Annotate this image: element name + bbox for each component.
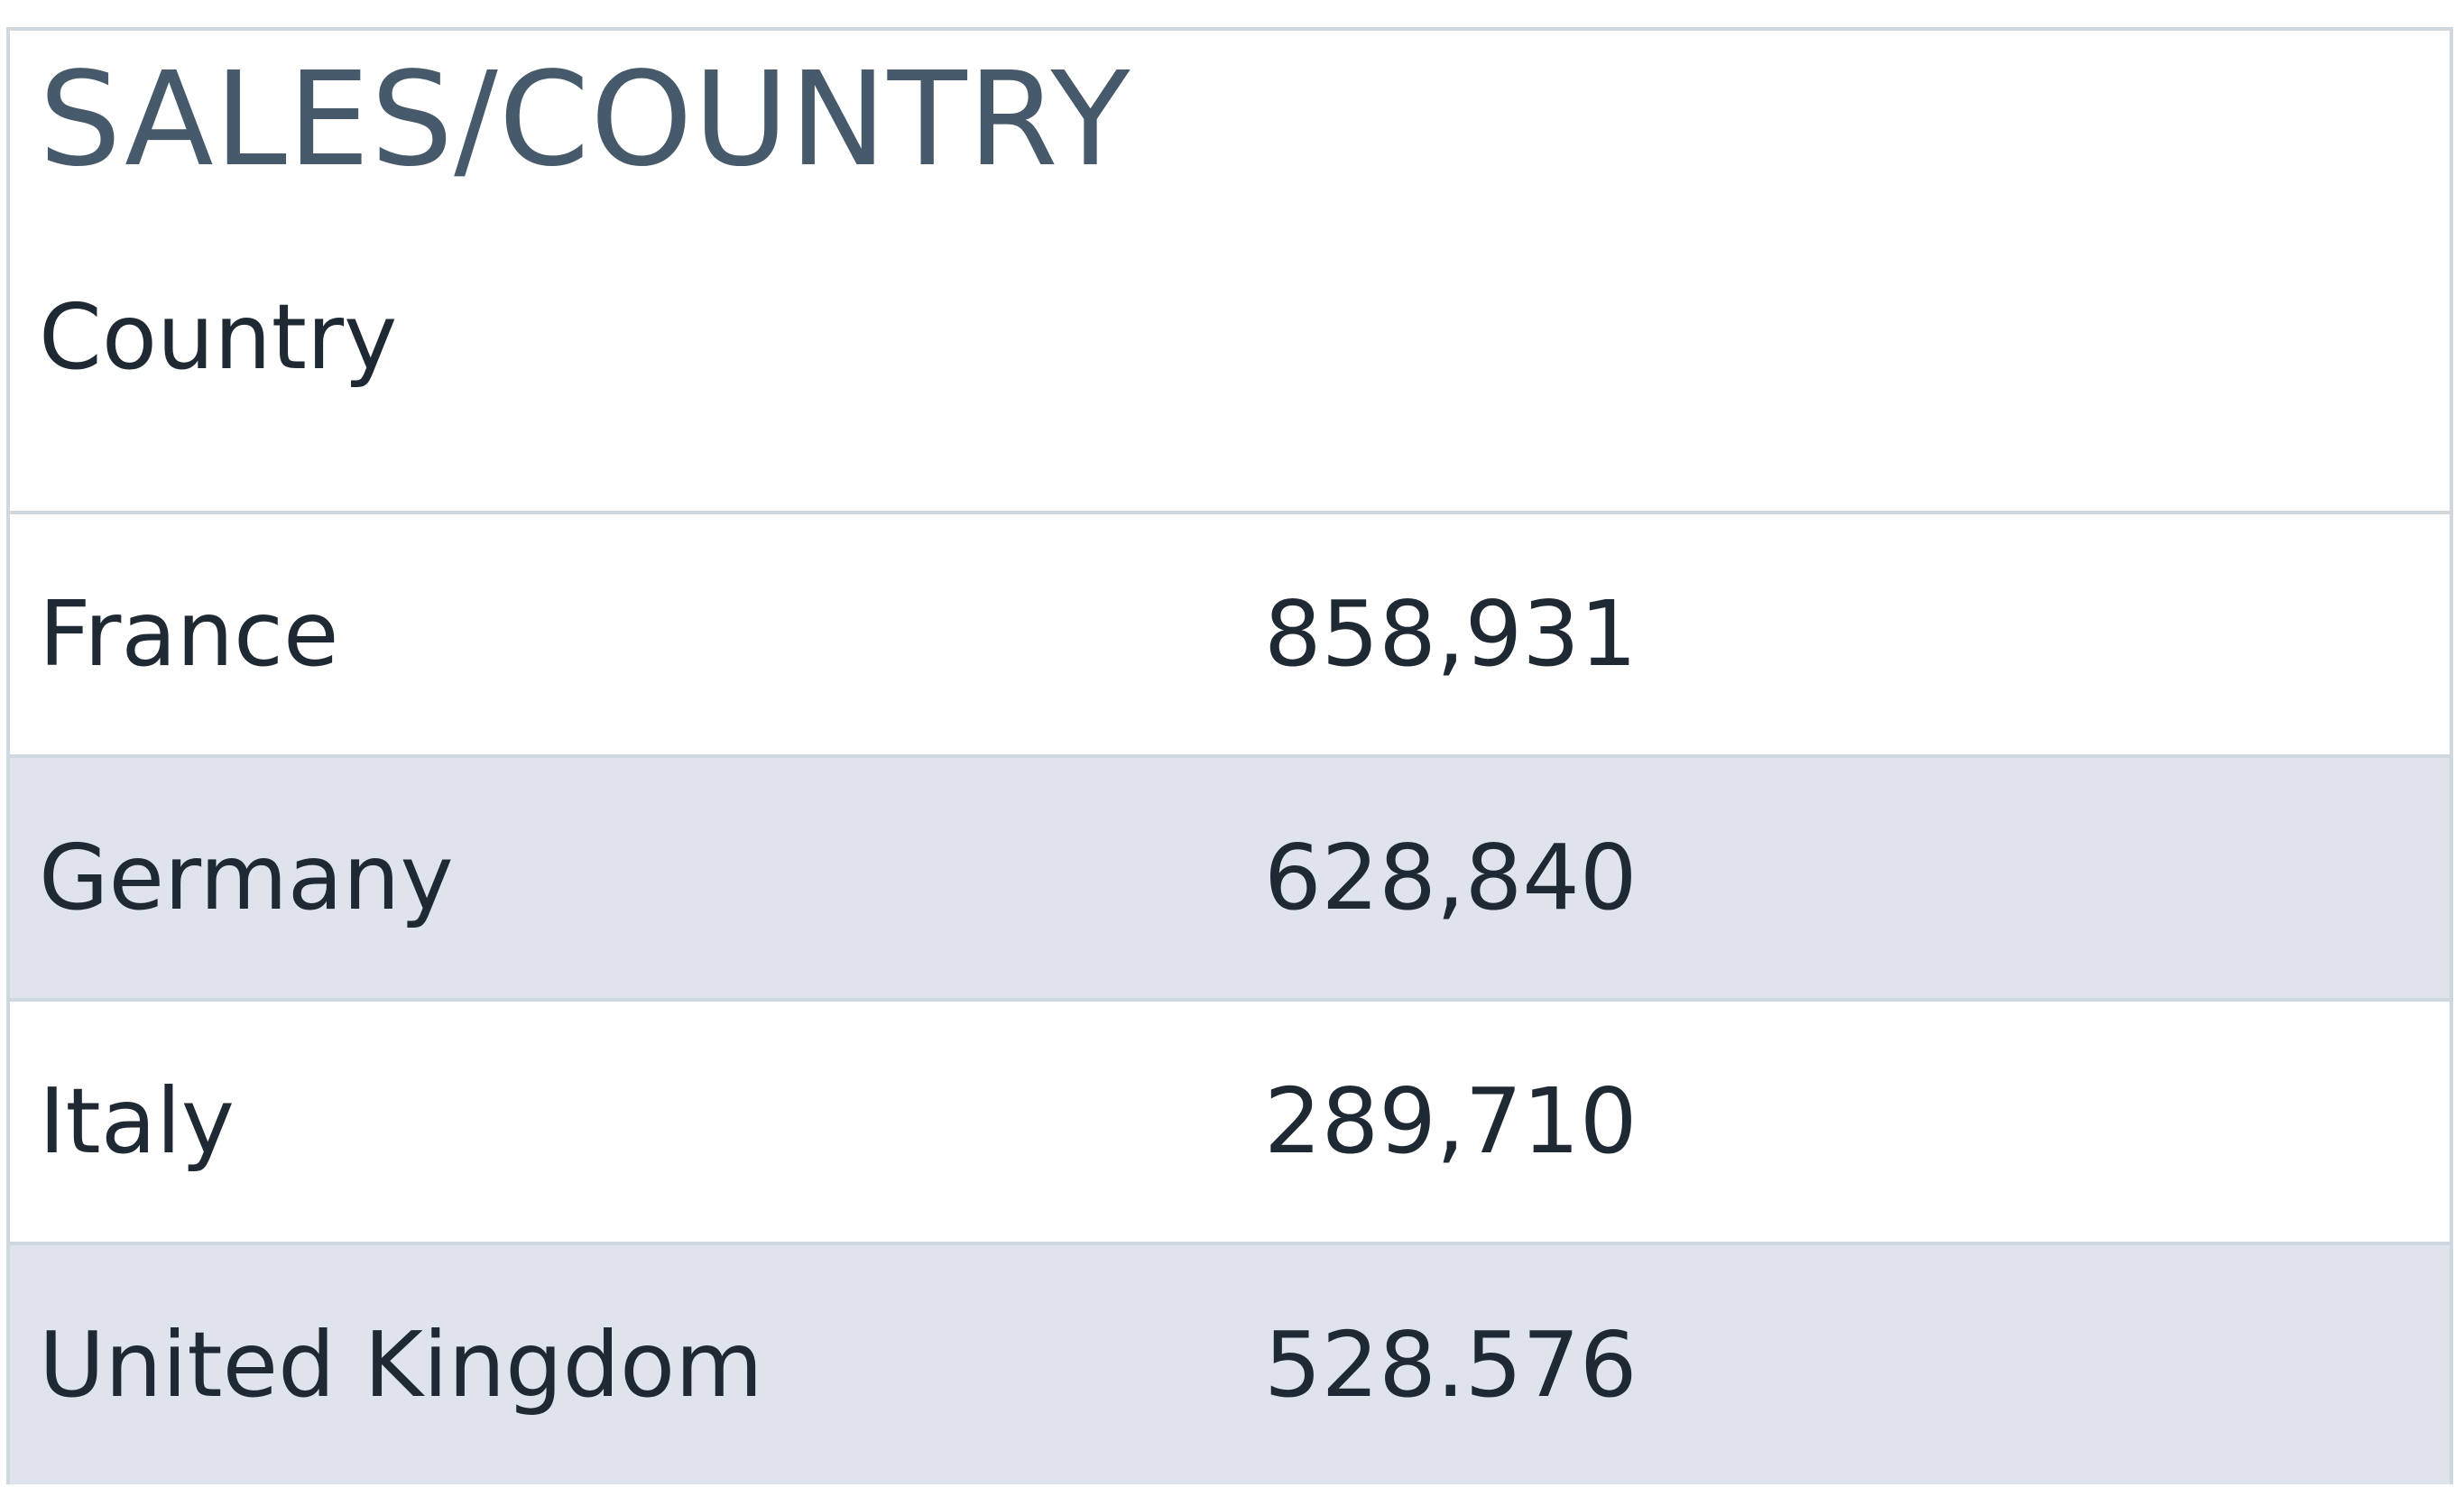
column-header-country: Country	[39, 284, 398, 390]
sales-value-cell: 528.576	[1264, 1311, 1638, 1418]
table-header: SALES/COUNTRY Country	[10, 31, 2450, 514]
country-cell: Germany	[39, 825, 454, 930]
table-title: SALES/COUNTRY	[39, 43, 1131, 195]
table-body: France 858,931 Germany 628,840 Italy 289…	[10, 514, 2450, 1484]
country-cell: Italy	[39, 1068, 235, 1174]
table-row: United Kingdom 528.576	[10, 1245, 2450, 1484]
table-row: Germany 628,840	[10, 758, 2450, 1002]
sales-value-cell: 289,710	[1264, 1068, 1638, 1174]
sales-value-cell: 858,931	[1264, 581, 1638, 687]
country-cell: France	[39, 581, 339, 687]
country-cell: United Kingdom	[39, 1311, 763, 1418]
sales-value-cell: 628,840	[1264, 825, 1638, 930]
table-row: Italy 289,710	[10, 1002, 2450, 1245]
table-row: France 858,931	[10, 514, 2450, 758]
sales-table-card: SALES/COUNTRY Country France 858,931 Ger…	[6, 27, 2453, 1484]
